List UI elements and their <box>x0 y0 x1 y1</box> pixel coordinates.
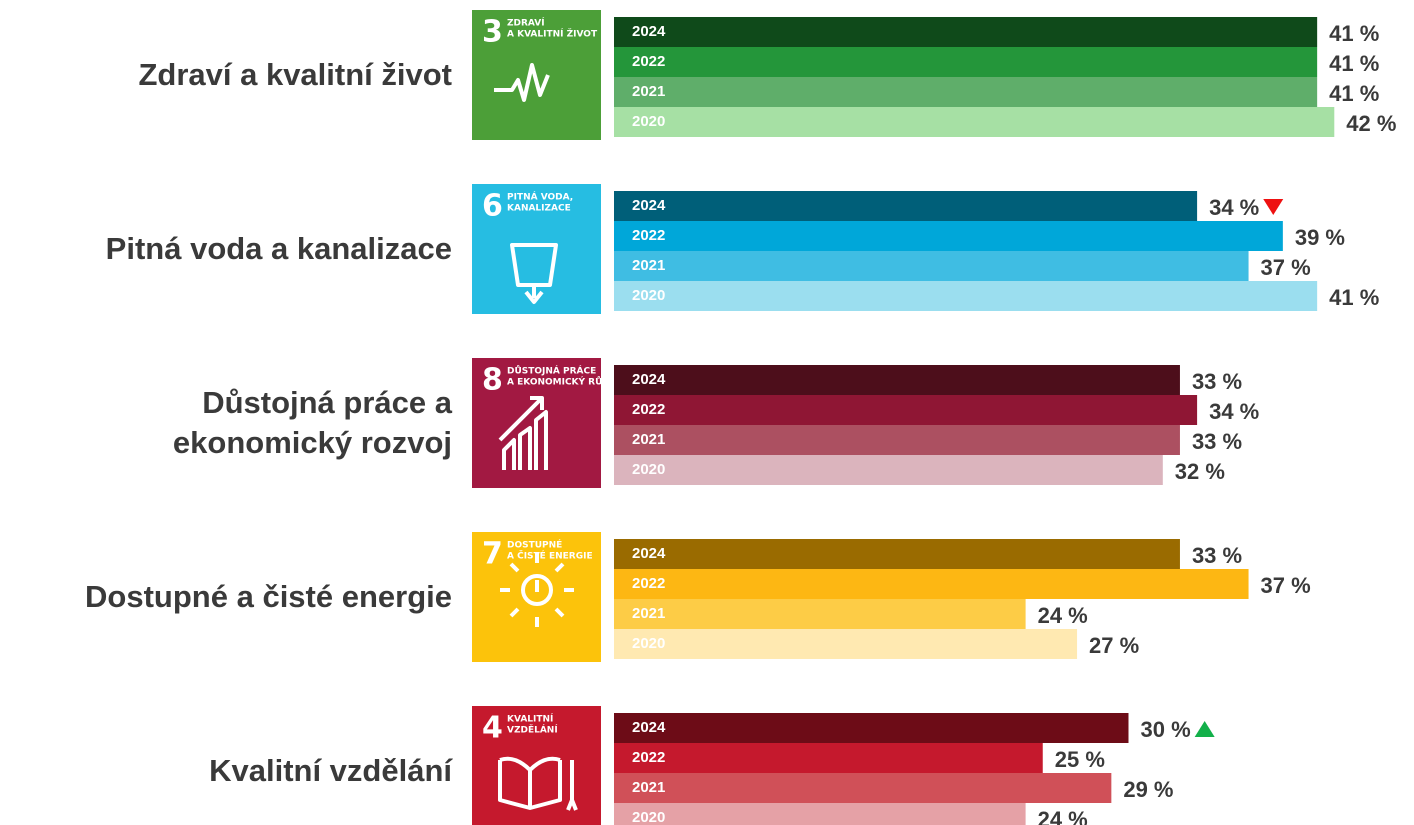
bar <box>614 77 1318 107</box>
bar <box>614 539 1180 569</box>
year-label: 2020 <box>632 287 665 304</box>
bar <box>614 47 1318 77</box>
bar <box>614 425 1180 455</box>
bar <box>614 743 1043 773</box>
value-label: 27 % <box>1089 633 1139 658</box>
bar <box>614 365 1180 395</box>
year-label: 2021 <box>632 431 665 448</box>
value-label: 24 % <box>1038 807 1088 825</box>
bar <box>614 599 1026 629</box>
year-label: 2022 <box>632 227 665 244</box>
icon-tile <box>472 184 601 314</box>
bar <box>614 569 1249 599</box>
bar <box>614 17 1318 47</box>
icon-glyph <box>494 63 550 102</box>
value-label: 34 % <box>1209 195 1259 220</box>
icon-text: ZDRAVÍ <box>507 17 545 29</box>
bar <box>614 251 1249 281</box>
year-label: 2021 <box>632 257 665 274</box>
bar <box>614 629 1078 659</box>
bar <box>614 191 1198 221</box>
year-label: 2024 <box>632 545 666 562</box>
group-label: Kvalitní vzdělání <box>209 753 453 788</box>
value-label: 39 % <box>1295 225 1345 250</box>
value-label: 30 % <box>1141 717 1191 742</box>
value-label: 32 % <box>1175 459 1225 484</box>
year-label: 2024 <box>632 23 666 40</box>
value-label: 24 % <box>1038 603 1088 628</box>
year-label: 2020 <box>632 635 665 652</box>
group-label: Zdraví a kvalitní život <box>138 57 452 92</box>
group-label: ekonomický rozvoj <box>173 425 452 460</box>
icon-text: KANALIZACE <box>507 204 571 214</box>
bar <box>614 107 1335 137</box>
year-label: 2024 <box>632 197 666 214</box>
year-label: 2021 <box>632 83 665 100</box>
trend-marker <box>1194 721 1215 737</box>
year-label: 2021 <box>632 779 665 796</box>
icon-text: KVALITNÍ <box>507 713 554 725</box>
value-label: 33 % <box>1192 369 1242 394</box>
value-label: 41 % <box>1329 21 1379 46</box>
icon-number: 4 <box>482 711 503 746</box>
icon-text: A EKONOMICKÝ RŮST <box>507 376 616 388</box>
icon-text: A KVALITNÍ ŽIVOT <box>507 28 598 40</box>
bar <box>614 773 1112 803</box>
icon-text: A ČISTÉ ENERGIE <box>507 550 593 562</box>
icon-number: 7 <box>482 537 503 572</box>
year-label: 2021 <box>632 605 665 622</box>
value-label: 34 % <box>1209 399 1259 424</box>
year-label: 2020 <box>632 461 665 478</box>
value-label: 41 % <box>1329 285 1379 310</box>
year-label: 2022 <box>632 401 665 418</box>
icon-number: 8 <box>482 363 503 398</box>
value-label: 37 % <box>1261 255 1311 280</box>
year-label: 2024 <box>632 371 666 388</box>
value-label: 37 % <box>1261 573 1311 598</box>
value-label: 41 % <box>1329 51 1379 76</box>
value-label: 42 % <box>1346 111 1396 136</box>
bar <box>614 455 1163 485</box>
year-label: 2020 <box>632 809 665 825</box>
bar <box>614 713 1129 743</box>
icon-text: PITNÁ VODA, <box>507 191 573 203</box>
group-label: Dostupné a čisté energie <box>85 579 452 614</box>
icon-glyph <box>498 756 578 811</box>
icon-glyph <box>500 553 574 627</box>
icon-glyph <box>510 243 558 304</box>
group-label: Pitná voda a kanalizace <box>106 231 452 266</box>
bar <box>614 395 1198 425</box>
trend-marker <box>1263 199 1284 215</box>
year-label: 2024 <box>632 719 666 736</box>
year-label: 2022 <box>632 749 665 766</box>
year-label: 2022 <box>632 53 665 70</box>
bar <box>614 803 1026 825</box>
value-label: 33 % <box>1192 543 1242 568</box>
value-label: 25 % <box>1055 747 1105 772</box>
icon-text: DŮSTOJNÁ PRÁCE <box>507 365 596 377</box>
icon-text: DOSTUPNÉ <box>507 539 562 551</box>
value-label: 33 % <box>1192 429 1242 454</box>
value-label: 41 % <box>1329 81 1379 106</box>
bar <box>614 221 1283 251</box>
year-label: 2022 <box>632 575 665 592</box>
icon-number: 6 <box>482 189 503 224</box>
icon-glyph <box>498 396 548 470</box>
icon-text: VZDĚLÁNÍ <box>507 724 558 736</box>
value-label: 29 % <box>1123 777 1173 802</box>
icon-number: 3 <box>482 15 503 50</box>
bar <box>614 281 1318 311</box>
group-label: Důstojná práce a <box>202 385 453 420</box>
year-label: 2020 <box>632 113 665 130</box>
